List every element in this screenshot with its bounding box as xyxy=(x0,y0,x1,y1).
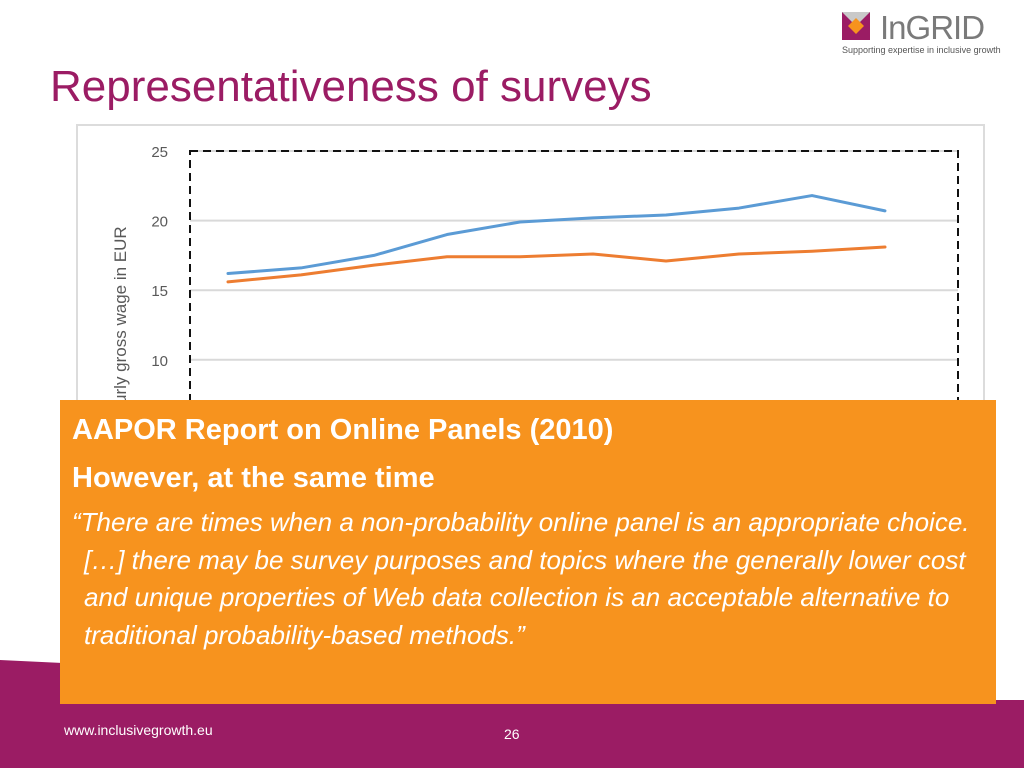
quote-callout: AAPOR Report on Online Panels (2010) How… xyxy=(60,400,996,704)
y-axis-label: Hourly gross wage in EUR xyxy=(111,226,130,404)
footer-url[interactable]: www.inclusivegrowth.eu xyxy=(64,722,213,738)
y-tick-label: 10 xyxy=(151,353,168,370)
ingrid-logo-icon xyxy=(842,12,870,40)
chart-frame xyxy=(76,124,985,404)
series-line-2 xyxy=(226,245,887,284)
ingrid-logo: InGRID Supporting expertise in inclusive… xyxy=(842,9,1002,58)
page-number: 26 xyxy=(504,726,520,742)
footer-band-solid xyxy=(0,700,1024,768)
logo-tagline: Supporting expertise in inclusive growth xyxy=(842,45,1001,55)
y-tick-label: 15 xyxy=(151,283,168,300)
page-title: Representativeness of surveys xyxy=(50,62,652,111)
series-line-1 xyxy=(226,194,887,275)
callout-subheading: However, at the same time xyxy=(72,462,435,494)
y-tick-label: 25 xyxy=(151,144,168,161)
y-tick-label: 20 xyxy=(151,214,168,231)
callout-heading: AAPOR Report on Online Panels (2010) xyxy=(72,414,614,446)
plot-area-border xyxy=(189,150,959,404)
logo-name: InGRID xyxy=(880,9,985,46)
callout-quote: “There are times when a non-probability … xyxy=(72,507,970,650)
wage-line-chart: 510152025Hourly gross wage in EUR xyxy=(111,144,959,404)
